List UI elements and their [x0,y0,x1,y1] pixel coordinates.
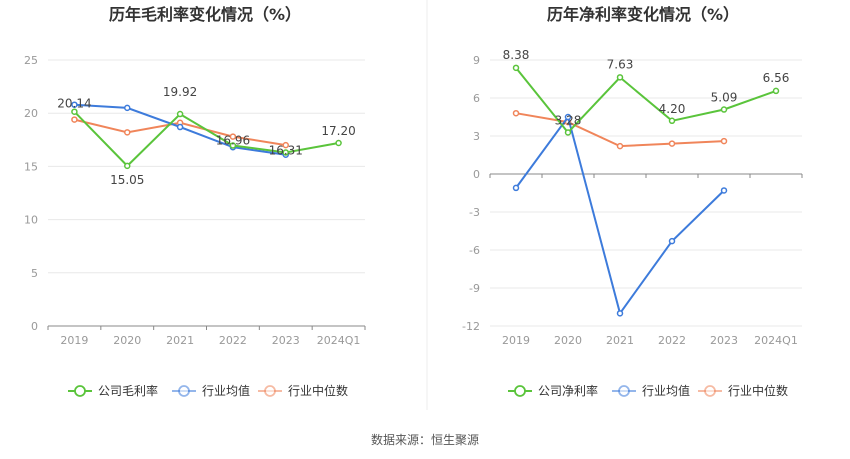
legend-label: 行业中位数 [728,383,788,398]
y-tick-label: 0 [31,320,38,333]
x-tick-label: 2021 [166,334,194,347]
legend-swatch-marker [74,385,86,397]
legend-label: 公司净利率 [538,383,598,398]
x-tick-label: 2024Q1 [317,334,361,347]
legend-swatch-marker [704,385,716,397]
y-tick-label: 0 [473,168,480,181]
data-point [229,142,237,149]
y-tick-label: -9 [469,282,480,295]
data-point [124,162,131,170]
data-point [124,129,131,136]
data-label: 7.63 [607,57,634,71]
legend-swatch-marker [178,385,190,397]
legend-swatch-marker [514,385,526,397]
legend-label: 行业均值 [202,383,250,398]
chart-title-gross-margin: 历年毛利率变化情况（%） [109,5,301,24]
legend-label: 行业均值 [642,383,690,398]
y-tick-label: 9 [473,54,480,67]
data-point [616,74,624,81]
data-label: 5.09 [711,91,738,105]
y-tick-label: 6 [473,92,480,105]
data-point [71,108,78,115]
x-tick-label: 2022 [658,334,686,347]
legend-swatch-marker [264,385,276,397]
data-point [616,142,624,150]
data-point [335,139,342,147]
x-tick-label: 2021 [606,334,634,347]
data-point [229,133,237,140]
data-point [71,101,78,108]
data-point [668,237,676,245]
data-point [616,310,624,317]
data-point [720,106,728,113]
data-point [720,187,728,194]
data-label: 4.20 [659,102,686,116]
x-tick-label: 2020 [554,334,582,347]
data-label: 16.96 [216,134,250,148]
data-label: 16.31 [269,143,303,157]
data-point [564,113,572,121]
data-point [71,116,78,123]
series-line [515,67,777,135]
data-point [512,64,520,72]
data-point [512,184,520,192]
data-label: 19.92 [163,85,197,99]
y-tick-label: -12 [462,320,480,333]
data-label: 17.20 [321,124,355,138]
y-tick-label: -6 [469,244,480,257]
data-point [282,149,289,156]
data-point [282,141,289,149]
legend-label: 公司毛利率 [98,383,158,398]
chart-title-net-margin: 历年净利率变化情况（%） [547,5,739,24]
data-label: 20.14 [57,97,91,111]
x-tick-label: 2024Q1 [754,334,798,347]
data-point [176,123,184,131]
x-tick-label: 2020 [113,334,141,347]
y-tick-label: 25 [24,54,38,67]
data-point [668,117,676,125]
data-point [564,129,572,136]
data-point [512,109,520,117]
data-point [668,140,676,147]
series-line [515,112,725,148]
data-point [772,87,780,95]
data-point [720,137,728,145]
x-tick-label: 2019 [502,334,530,347]
y-tick-label: 15 [24,160,38,173]
legend-swatch-marker [618,385,630,397]
x-tick-label: 2023 [272,334,300,347]
y-tick-label: -3 [469,206,480,219]
y-tick-label: 5 [31,267,38,280]
data-label: 8.38 [503,48,530,62]
data-point [124,104,131,112]
data-point [176,110,184,118]
x-tick-label: 2019 [60,334,88,347]
data-label: 6.56 [763,71,790,85]
y-tick-label: 10 [24,214,38,227]
data-label: 3.28 [555,113,582,127]
data-label: 15.05 [110,173,144,187]
legend-label: 行业中位数 [288,383,348,398]
y-tick-label: 3 [473,130,480,143]
series-line [73,111,339,168]
data-source: 数据来源：恒生聚源 [370,433,479,447]
y-tick-label: 20 [24,107,38,120]
x-tick-label: 2022 [219,334,247,347]
x-tick-label: 2023 [710,334,738,347]
